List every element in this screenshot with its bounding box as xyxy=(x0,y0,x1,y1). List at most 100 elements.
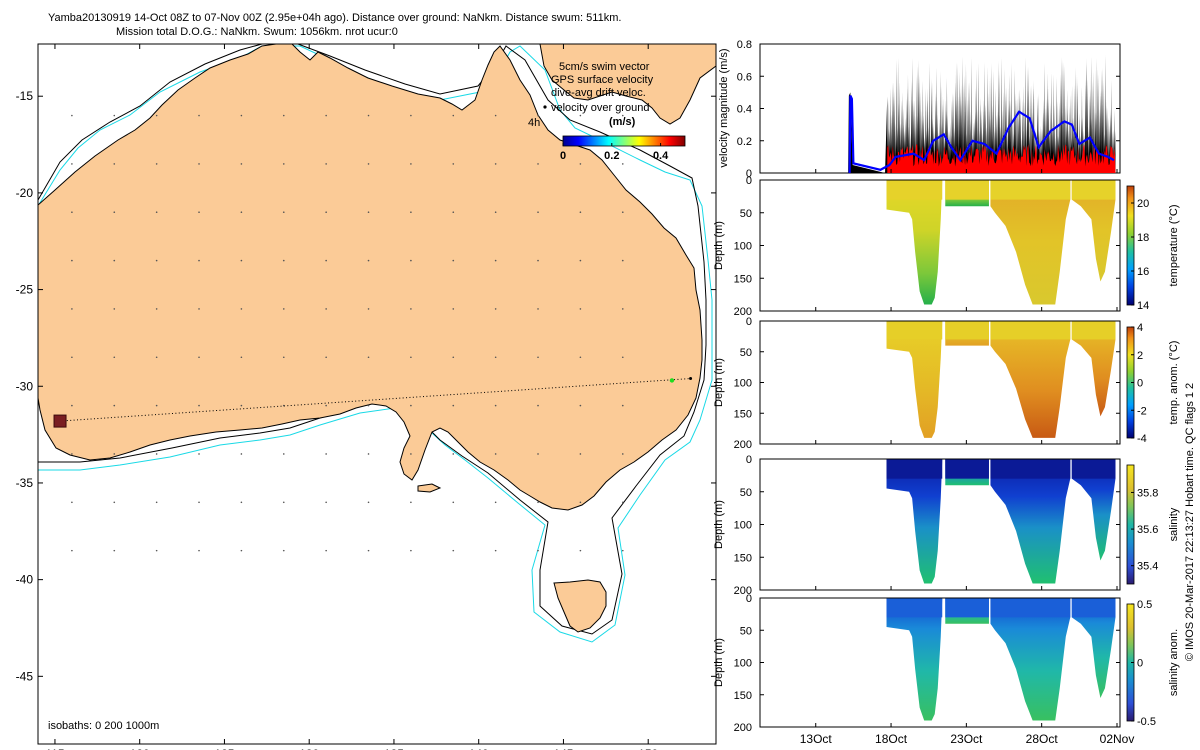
grid-dot xyxy=(71,501,73,504)
grid-dot xyxy=(71,453,73,455)
salinity-anom-section-1 xyxy=(886,598,943,721)
colorbar-tick-label: 0.2 xyxy=(604,150,619,162)
legend-swim-vector: 5cm/s swim vector xyxy=(559,61,650,73)
panel-salinity: 0 50 100 150 200 Depth (m) 35.4 35.6 35.8 salinit… xyxy=(713,454,1180,597)
grid-dot xyxy=(240,211,243,214)
salinity-cbar-label: 35.6 xyxy=(1137,524,1158,536)
grid-dot xyxy=(537,163,539,165)
grid-dot xyxy=(155,211,158,214)
grid-dot xyxy=(198,501,200,504)
temp-anom-surface-4 xyxy=(1071,321,1116,340)
time-xtick-label: 18Oct xyxy=(875,732,908,746)
grid-dot xyxy=(621,114,624,117)
grid-dot xyxy=(113,114,116,117)
grid-dot xyxy=(452,308,455,310)
australia-mainland xyxy=(38,44,703,511)
grid-dot xyxy=(452,114,455,117)
grid-dot xyxy=(71,308,73,310)
salinity-surface-3 xyxy=(990,459,1071,479)
map-xtick-label: 140 xyxy=(469,747,489,750)
temp-anom-surface-2 xyxy=(945,321,989,340)
time-xtick-label: 13Oct xyxy=(800,732,833,746)
temperature-colorbar xyxy=(1126,185,1135,306)
grid-dot xyxy=(410,114,412,117)
salinity-section-3 xyxy=(990,459,1071,584)
map-panel: 115 120 125 130 135 140 145 150 -15 -20 -25 -30 -35 -… xyxy=(16,43,717,750)
grid-dot xyxy=(240,453,243,455)
temp-anom-cbar-label: -4 xyxy=(1137,433,1147,445)
grid-dot xyxy=(240,163,243,165)
salinity-anom-cbar-label: 0 xyxy=(1137,658,1143,670)
salinity-anom-cbar-title: salinity anom. xyxy=(1168,629,1180,696)
time-xtick-label: 02Nov xyxy=(1100,732,1135,746)
grid-dot xyxy=(282,356,285,359)
grid-dot xyxy=(282,453,285,455)
salinity-anom-ytick-label: 150 xyxy=(734,690,752,702)
header-line-1: Yamba20130919 14-Oct 08Z to 07-Nov 00Z (… xyxy=(48,12,622,24)
salinity-ytick-label: 200 xyxy=(734,585,752,597)
salinity-surface-4 xyxy=(1071,459,1116,479)
grid-dot xyxy=(240,549,243,552)
temperature-surface-2 xyxy=(945,180,989,200)
grid-dot xyxy=(537,453,539,455)
grid-dot xyxy=(282,549,285,552)
salinity-ytick-label: 150 xyxy=(734,552,752,564)
salinity-anom-surface-1 xyxy=(886,598,943,618)
grid-dot xyxy=(367,501,370,504)
legend-ground-dot xyxy=(543,105,547,109)
grid-dot xyxy=(282,114,285,117)
tasmania xyxy=(553,579,607,633)
grid-dot xyxy=(113,453,116,455)
grid-dot xyxy=(240,114,243,117)
grid-dot xyxy=(198,259,200,262)
salinity-surface-1 xyxy=(886,459,943,479)
grid-dot xyxy=(452,356,455,359)
grid-dot xyxy=(155,259,158,262)
grid-dot xyxy=(71,259,73,262)
time-xtick-label: 23Oct xyxy=(950,732,983,746)
legend-gps-velocity: GPS surface velocity xyxy=(551,74,654,86)
salinity-cbar-label: 35.4 xyxy=(1137,561,1158,573)
grid-dot xyxy=(113,549,116,552)
grid-dot xyxy=(155,453,158,455)
salinity-ytick-label: 100 xyxy=(734,520,752,532)
temperature-ytick-label: 150 xyxy=(734,273,752,285)
grid-dot xyxy=(198,549,200,552)
grid-dot xyxy=(71,114,73,117)
temperature-ytick-label: 200 xyxy=(734,306,752,318)
salinity-anom-cbar-label: -0.5 xyxy=(1137,716,1156,728)
velocity-ytick-label: 0.8 xyxy=(737,39,752,51)
map-legend: 5cm/s swim vector GPS surface velocity d… xyxy=(528,61,686,162)
track-start-marker xyxy=(53,414,67,428)
grid-dot xyxy=(621,501,624,504)
map-axis-ticks: 115 120 125 130 135 140 145 150 -15 -20 -25 -30 -35 -… xyxy=(16,44,716,750)
grid-dot xyxy=(410,211,412,214)
salinity-cbar-title: salinity xyxy=(1168,507,1180,541)
map-ytick-label: -35 xyxy=(16,476,34,490)
grid-dot xyxy=(240,308,243,310)
grid-dot xyxy=(537,404,539,407)
grid-dot xyxy=(113,501,116,504)
grid-dot xyxy=(325,308,327,310)
temperature-surface-4 xyxy=(1071,180,1116,200)
salinity-anom-section-3 xyxy=(990,598,1071,721)
grid-dot xyxy=(452,501,455,504)
velocity-colorbar xyxy=(562,135,686,147)
grid-dot xyxy=(155,308,158,310)
grid-dot xyxy=(325,453,327,455)
grid-dot xyxy=(155,114,158,117)
grid-dot xyxy=(113,308,116,310)
time-xtick-label: 28Oct xyxy=(1026,732,1059,746)
map-grid-dots xyxy=(71,114,624,552)
salinity-ytick-label: 50 xyxy=(740,487,752,499)
grid-dot xyxy=(537,356,539,359)
colorbar-tick-label: 0.4 xyxy=(653,150,669,162)
grid-dot xyxy=(282,259,285,262)
temperature-surface-3 xyxy=(990,180,1071,200)
grid-dot xyxy=(452,211,455,214)
grid-dot xyxy=(494,211,497,214)
temp-anom-cbar-label: 0 xyxy=(1137,378,1143,390)
grid-dot xyxy=(367,259,370,262)
salinity-ylabel: Depth (m) xyxy=(713,500,725,549)
grid-dot xyxy=(367,404,370,407)
